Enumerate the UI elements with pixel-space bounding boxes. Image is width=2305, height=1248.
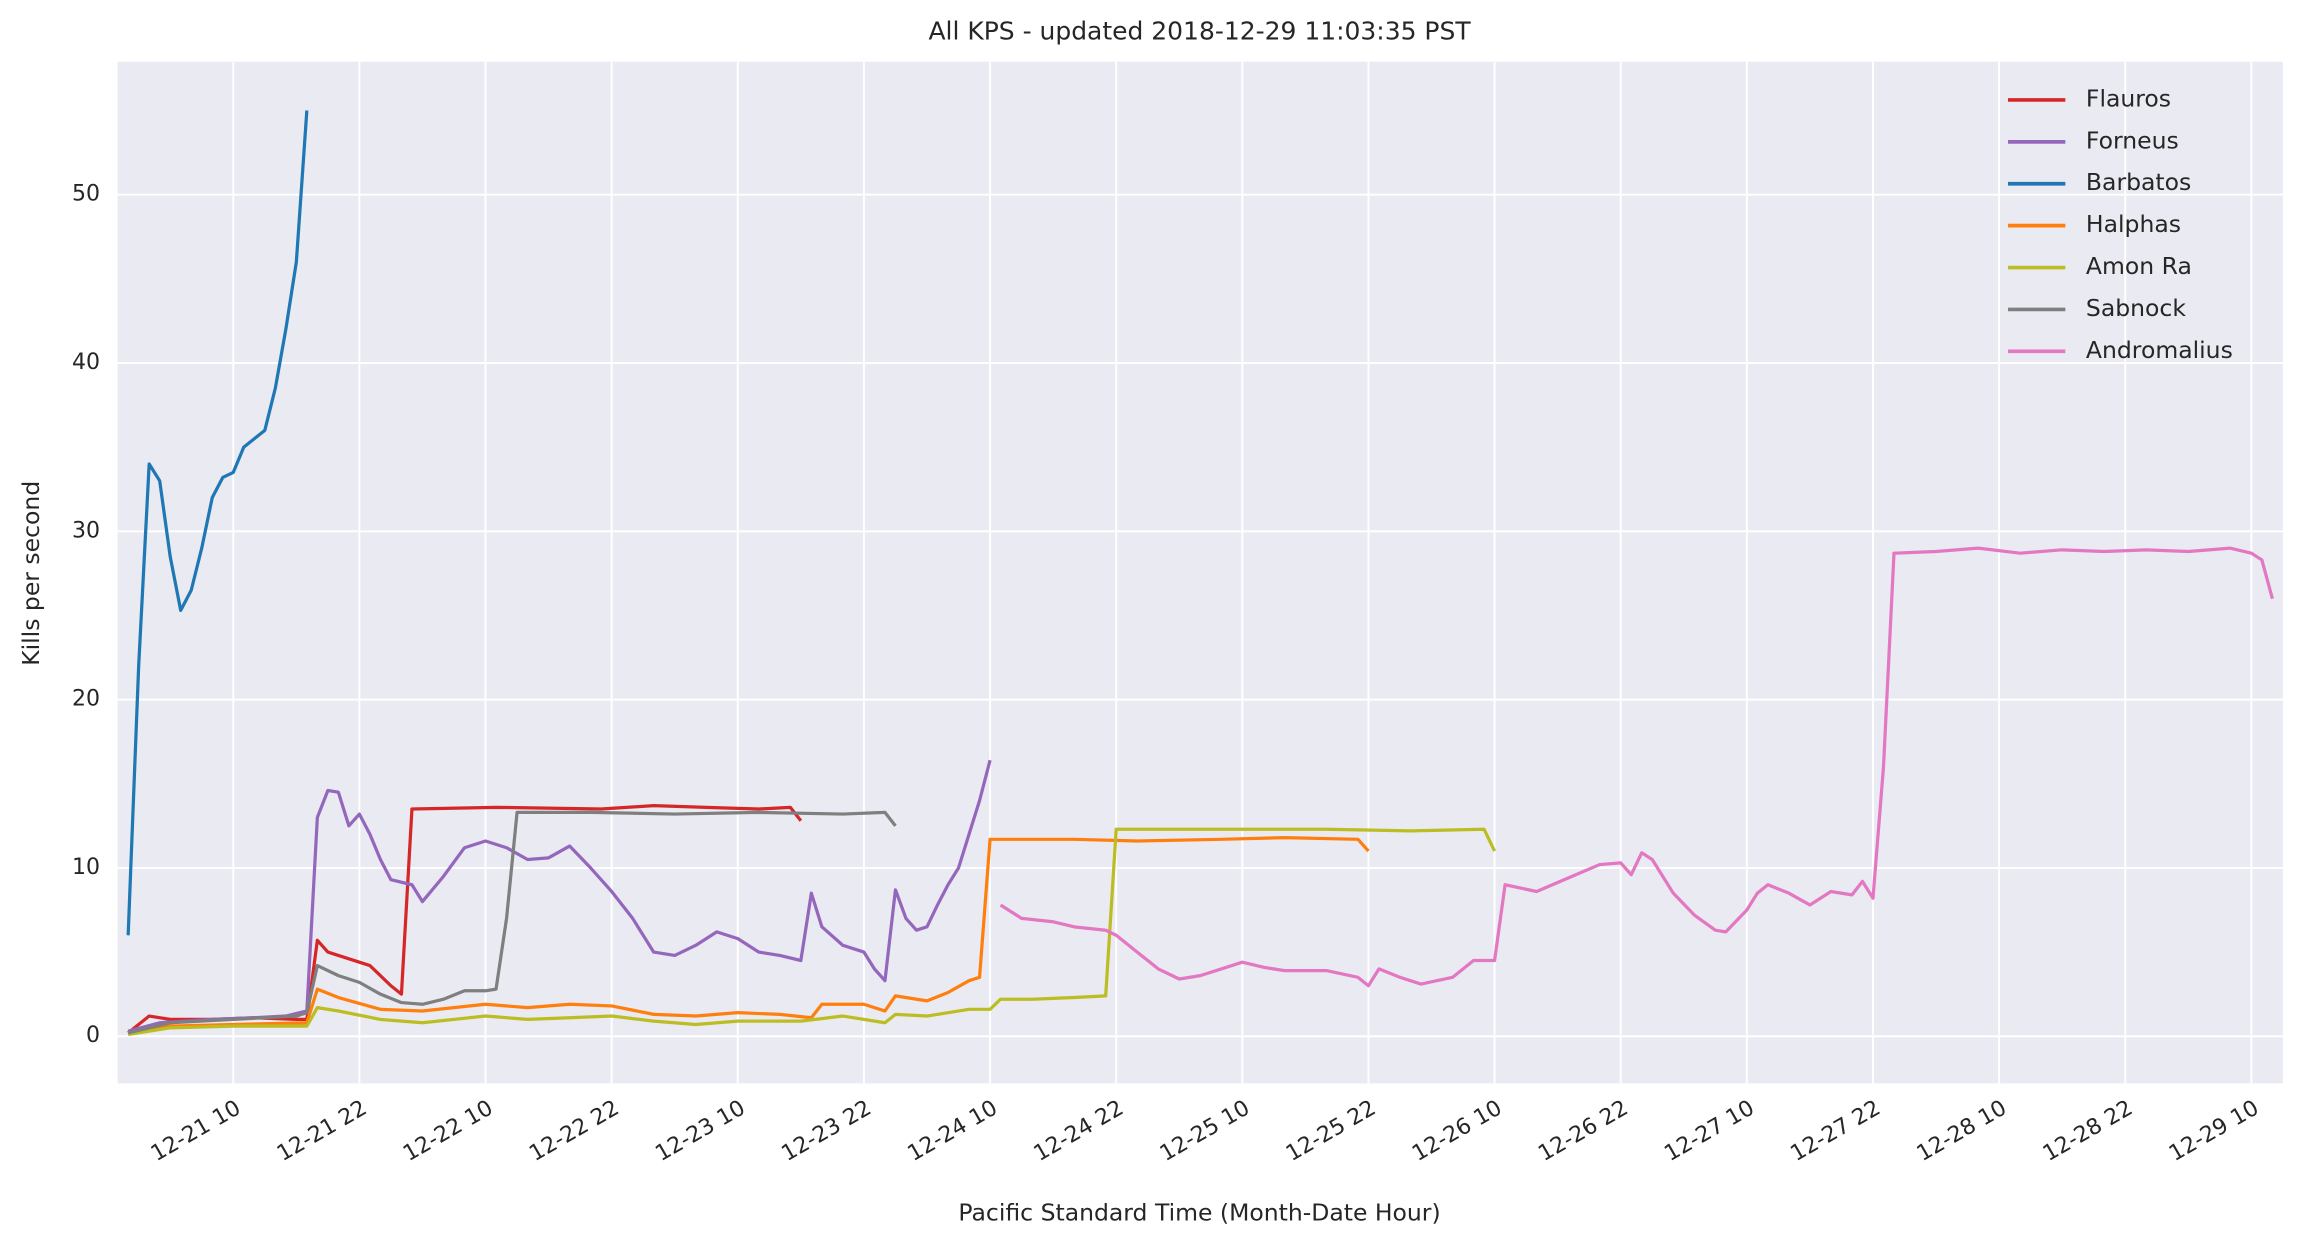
lines [126,110,2274,1037]
x-tick-label: 12-21 10 [147,1096,245,1167]
legend-label: Andromalius [2086,336,2233,364]
x-tick-label: 12-21 22 [273,1096,371,1167]
x-tick-label: 12-26 22 [1534,1096,1632,1167]
x-tick-label: 12-25 10 [1156,1096,1254,1167]
x-tick-label: 12-22 10 [399,1096,497,1167]
x-tick-label: 12-23 22 [778,1096,876,1167]
y-tick-label: 20 [72,687,100,712]
y-tick-label: 40 [72,350,100,375]
y-tick-label: 50 [72,182,100,207]
y-tick-label: 30 [72,518,100,543]
x-tick-label: 12-28 22 [2039,1096,2137,1167]
legend-label: Flauros [2086,84,2171,112]
chart-title: All KPS - updated 2018-12-29 11:03:35 PS… [928,16,1471,45]
x-tick-label: 12-24 22 [1030,1096,1128,1167]
y-tick-label: 10 [72,855,100,880]
x-tick-label: 12-28 10 [1913,1096,2011,1167]
x-tick-label: 12-22 22 [525,1096,623,1167]
legend-label: Barbatos [2086,168,2191,196]
series-line [127,836,1370,1035]
x-tick-label: 12-26 10 [1408,1096,1506,1167]
series-line [127,759,992,1033]
plot-background [117,61,2283,1084]
legend-label: Sabnock [2086,294,2186,322]
legend: Flauros Forneus Barbatos Halphas Amon Ra Sabn… [2008,84,2233,364]
legend-label: Halphas [2086,210,2181,238]
series-line [127,827,1497,1037]
x-tick-label: 12-23 10 [651,1096,749,1167]
x-tick-label: 12-24 10 [904,1096,1002,1167]
x-tick-label: 12-29 10 [2165,1096,2263,1167]
legend-label: Forneus [2086,126,2179,154]
x-tick-label: 12-27 22 [1787,1096,1885,1167]
y-axis-label: Kills per second [17,481,45,666]
series-line [127,810,897,1035]
x-tick-label: 12-25 22 [1282,1096,1380,1167]
series-line [126,110,309,936]
y-tick-label: 0 [86,1023,100,1048]
x-tick-label: 12-27 10 [1660,1096,1758,1167]
x-axis-label: Pacific Standard Time (Month-Date Hour) [958,1199,1440,1227]
grid [117,61,2283,1084]
legend-label: Amon Ra [2086,252,2192,280]
series-line [999,546,2274,988]
